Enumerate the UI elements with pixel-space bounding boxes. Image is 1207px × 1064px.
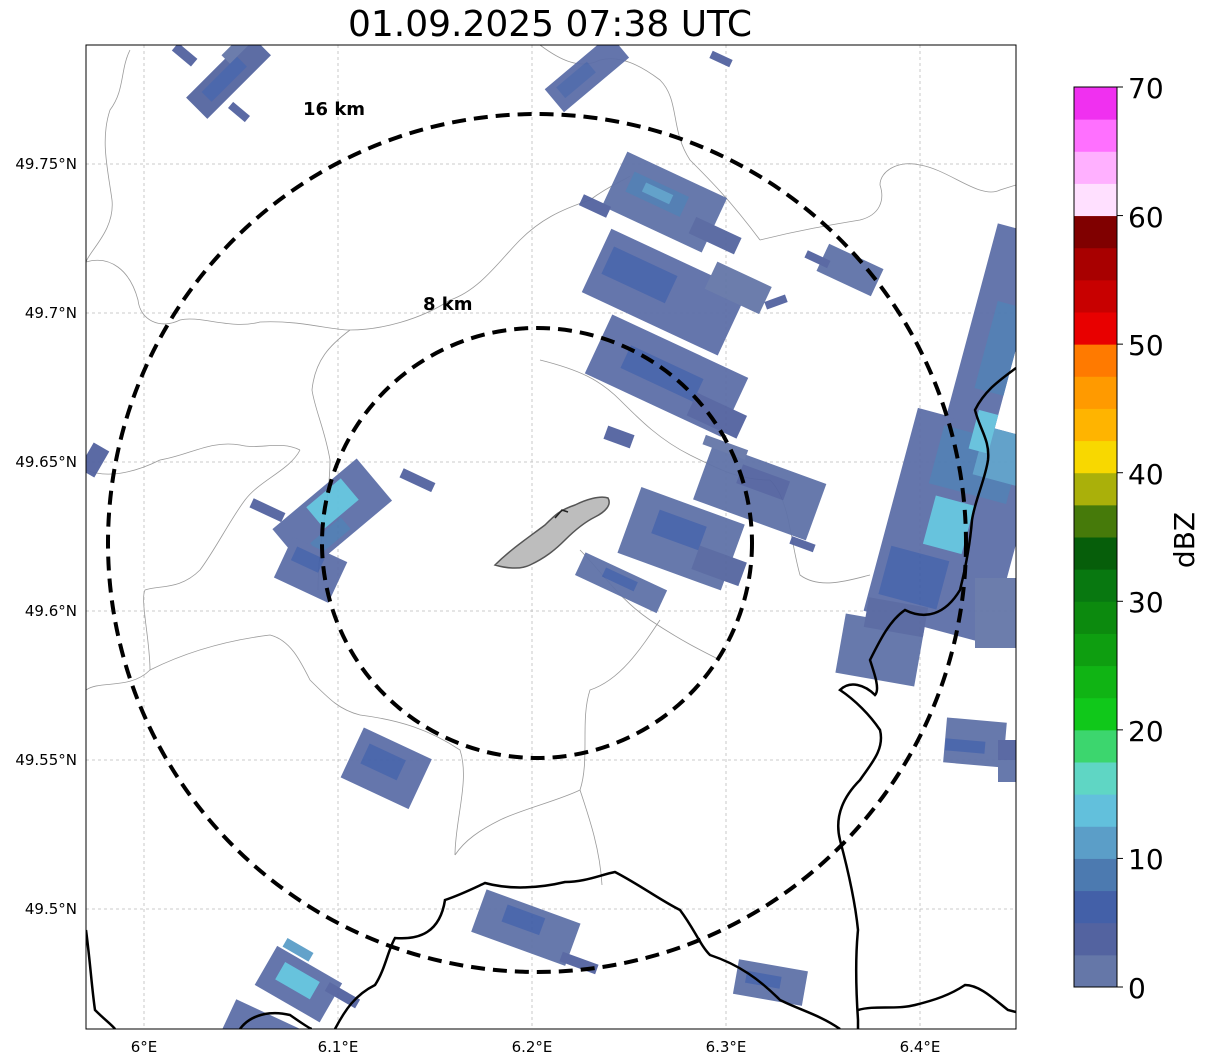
colorbar-tick: 70 — [1128, 72, 1164, 105]
lat-tick: 49.55°N — [15, 751, 77, 769]
colorbar-segment — [1074, 472, 1117, 506]
longitude-axis: 6°E 6.1°E 6.2°E 6.3°E 6.4°E — [131, 1038, 941, 1056]
municipal-boundaries — [86, 45, 1016, 886]
range-ring-label-16km: 16 km — [303, 99, 365, 120]
lat-tick: 49.7°N — [25, 304, 77, 322]
colorbar-segment — [1074, 504, 1117, 538]
map-frame — [85, 44, 1017, 1030]
national-borders — [86, 366, 1016, 1029]
colorbar-segment — [1074, 376, 1117, 409]
colorbar-segment — [1074, 312, 1117, 345]
radar-echoes — [86, 45, 1016, 1029]
lon-tick: 6.4°E — [900, 1038, 941, 1056]
colorbar-ticks: 0 10 20 30 40 50 60 70 — [1128, 72, 1164, 1005]
lat-tick: 49.6°N — [25, 602, 77, 620]
range-ring-8km — [320, 326, 754, 760]
colorbar-segment — [1074, 183, 1117, 217]
colorbar — [1073, 86, 1123, 988]
colorbar-segment — [1074, 247, 1117, 281]
colorbar-segment — [1074, 279, 1117, 313]
colorbar-tick: 50 — [1128, 329, 1164, 362]
colorbar-segment — [1074, 954, 1117, 988]
colorbar-tick: 60 — [1128, 201, 1164, 234]
colorbar-segment — [1074, 537, 1117, 570]
colorbar-segment — [1074, 601, 1117, 634]
colorbar-segment — [1074, 922, 1117, 956]
colorbar-tick: 20 — [1128, 715, 1164, 748]
range-ring-16km — [106, 112, 968, 974]
colorbar-tick: 10 — [1128, 843, 1164, 876]
lat-tick: 49.75°N — [15, 155, 77, 173]
colorbar-segment — [1074, 729, 1117, 763]
colorbar-segment — [1074, 119, 1117, 152]
lon-tick: 6.3°E — [706, 1038, 747, 1056]
colorbar-segment — [1074, 440, 1117, 474]
colorbar-segment — [1074, 794, 1117, 827]
map-title: 01.09.2025 07:38 UTC — [347, 4, 753, 45]
lon-tick: 6.2°E — [512, 1038, 553, 1056]
colorbar-segment — [1074, 890, 1117, 924]
colorbar-segment — [1074, 151, 1117, 184]
colorbar-segment — [1074, 87, 1117, 120]
colorbar-segment — [1074, 569, 1117, 602]
city-area — [493, 496, 610, 569]
colorbar-segment — [1074, 215, 1117, 249]
colorbar-segment — [1074, 408, 1117, 442]
range-ring-label-8km: 8 km — [423, 294, 473, 315]
lon-tick: 6°E — [131, 1038, 158, 1056]
colorbar-frame — [1073, 86, 1118, 988]
colorbar-tick: 40 — [1128, 458, 1164, 491]
colorbar-segment — [1074, 826, 1117, 859]
latitude-axis: 49.75°N 49.7°N 49.65°N 49.6°N 49.55°N 49… — [15, 155, 77, 918]
colorbar-tick: 30 — [1128, 586, 1164, 619]
lat-tick: 49.5°N — [25, 900, 77, 918]
lat-tick: 49.65°N — [15, 453, 77, 471]
colorbar-label: dBZ — [1168, 512, 1201, 568]
colorbar-segment — [1074, 633, 1117, 667]
colorbar-segment — [1074, 697, 1117, 731]
colorbar-segment — [1074, 665, 1117, 699]
colorbar-tick: 0 — [1128, 972, 1146, 1005]
colorbar-segment — [1074, 858, 1117, 892]
lon-tick: 6.1°E — [318, 1038, 359, 1056]
colorbar-segment — [1074, 762, 1117, 795]
colorbar-segment — [1074, 344, 1117, 377]
